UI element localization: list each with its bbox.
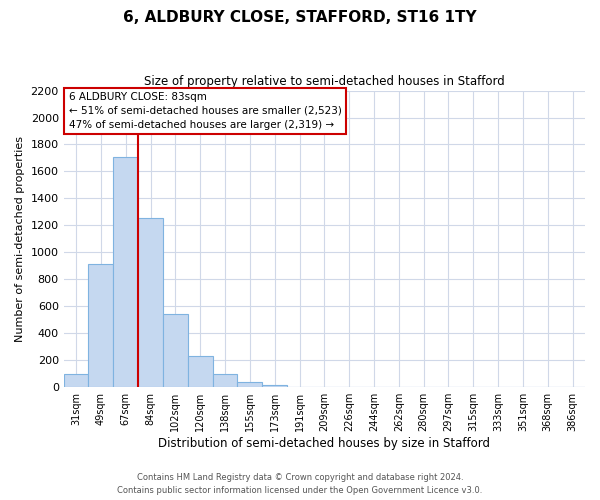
Title: Size of property relative to semi-detached houses in Stafford: Size of property relative to semi-detach…: [144, 75, 505, 88]
X-axis label: Distribution of semi-detached houses by size in Stafford: Distribution of semi-detached houses by …: [158, 437, 490, 450]
Y-axis label: Number of semi-detached properties: Number of semi-detached properties: [15, 136, 25, 342]
Bar: [113, 157, 138, 387]
Text: Contains HM Land Registry data © Crown copyright and database right 2024.
Contai: Contains HM Land Registry data © Crown c…: [118, 474, 482, 495]
Bar: [262, 384, 287, 387]
Bar: [212, 374, 238, 387]
Bar: [88, 264, 113, 387]
Text: 6, ALDBURY CLOSE, STAFFORD, ST16 1TY: 6, ALDBURY CLOSE, STAFFORD, ST16 1TY: [123, 10, 477, 25]
Bar: [138, 218, 163, 387]
Bar: [238, 382, 262, 387]
Bar: [163, 314, 188, 387]
Bar: [64, 374, 88, 387]
Text: 6 ALDBURY CLOSE: 83sqm
← 51% of semi-detached houses are smaller (2,523)
47% of : 6 ALDBURY CLOSE: 83sqm ← 51% of semi-det…: [68, 92, 341, 130]
Bar: [188, 356, 212, 387]
